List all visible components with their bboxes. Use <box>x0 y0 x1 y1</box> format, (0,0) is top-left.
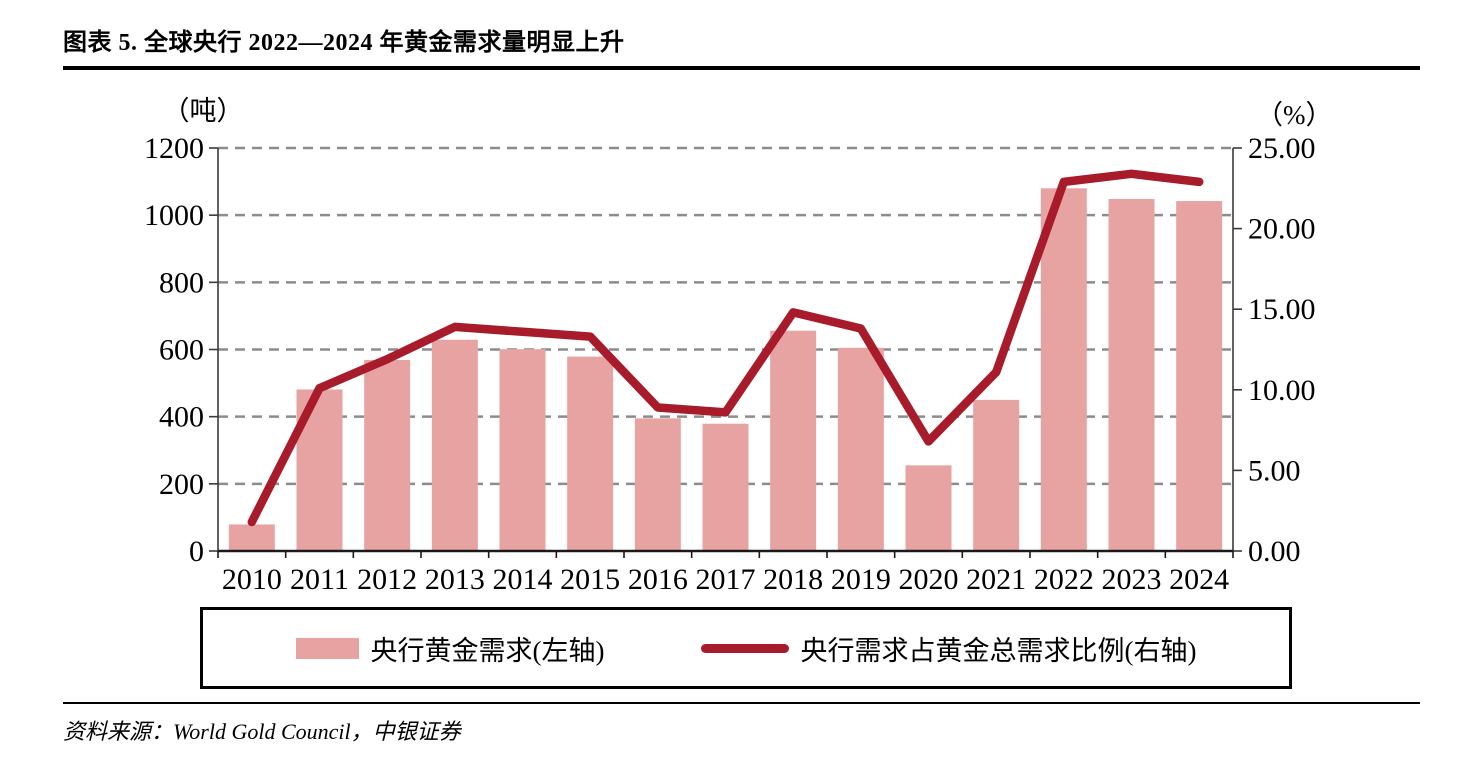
line-series-swatch <box>700 643 789 653</box>
x-label-2016: 2016 <box>628 563 688 595</box>
chart-header: 图表 5. 全球央行 2022—2024 年黄金需求量明显上升 <box>63 22 1420 70</box>
x-label-2013: 2013 <box>425 563 485 595</box>
x-label-2015: 2015 <box>560 563 620 595</box>
svg-text:5.00: 5.00 <box>1248 454 1301 487</box>
bar-2015 <box>567 356 614 551</box>
bar-2022 <box>1040 188 1087 552</box>
svg-text:25.00: 25.00 <box>1248 132 1316 165</box>
bar-series-swatch <box>295 637 359 659</box>
bar-2012 <box>364 359 411 551</box>
x-label-2020: 2020 <box>899 563 959 595</box>
bar-2020 <box>905 465 952 551</box>
svg-text:400: 400 <box>159 401 204 434</box>
left-axis: 0 200 400 600 800 1000 1200 （吨） <box>144 96 244 568</box>
x-label-2017: 2017 <box>696 563 756 595</box>
svg-text:1000: 1000 <box>144 199 204 232</box>
x-label-2024: 2024 <box>1169 563 1229 595</box>
x-label-2018: 2018 <box>763 563 823 595</box>
x-label-2014: 2014 <box>493 563 553 595</box>
svg-text:800: 800 <box>159 266 204 299</box>
svg-text:20.00: 20.00 <box>1248 213 1316 246</box>
bar-2017 <box>702 423 749 551</box>
bar-2021 <box>973 399 1020 551</box>
source-note: 资料来源：World Gold Council，中银证券 <box>63 719 461 744</box>
bar-2013 <box>431 339 478 551</box>
bar-2016 <box>634 418 681 551</box>
share-line <box>247 169 1204 527</box>
combo-chart: 0 200 400 600 800 1000 1200 （吨） 0.00 5.00 10.00 15.… <box>144 96 1333 596</box>
x-label-2012: 2012 <box>357 563 417 595</box>
chart-area: 0 200 400 600 800 1000 1200 （吨） 0.00 5.00 10.00 15.… <box>0 80 1482 596</box>
line-series-label: 央行需求占黄金总需求比例(右轴) <box>800 635 1197 666</box>
svg-text:0.00: 0.00 <box>1248 535 1301 568</box>
bar-2014 <box>499 349 546 551</box>
bar-2023 <box>1108 199 1155 551</box>
svg-text:1200: 1200 <box>144 132 204 165</box>
svg-text:0: 0 <box>189 535 204 568</box>
svg-text:（%）: （%） <box>1256 100 1333 130</box>
x-label-2011: 2011 <box>290 563 349 595</box>
bar-series-label: 央行黄金需求(左轴) <box>370 635 605 666</box>
x-label-2021: 2021 <box>966 563 1026 595</box>
demand-bars <box>228 188 1223 552</box>
bar-2010 <box>228 524 275 551</box>
svg-text:（吨）: （吨） <box>163 96 244 126</box>
chart-title: 图表 5. 全球央行 2022—2024 年黄金需求量明显上升 <box>63 30 625 56</box>
legend-item-line: 央行需求占黄金总需求比例(右轴) <box>700 629 1197 668</box>
x-axis: 2010 2011 2012 2013 2014 2015 2016 2017 2018 2019… <box>217 549 1234 596</box>
legend-item-bars: 央行黄金需求(左轴) <box>295 629 605 668</box>
svg-text:10.00: 10.00 <box>1248 374 1316 407</box>
svg-text:15.00: 15.00 <box>1248 293 1316 326</box>
x-label-2019: 2019 <box>831 563 891 595</box>
x-label-2023: 2023 <box>1102 563 1162 595</box>
legend: 央行黄金需求(左轴) 央行需求占黄金总需求比例(右轴) <box>200 607 1292 689</box>
x-label-2022: 2022 <box>1034 563 1094 595</box>
bar-2018 <box>770 330 817 551</box>
right-axis: 0.00 5.00 10.00 15.00 20.00 25.00（%） <box>1232 100 1333 568</box>
bar-2024 <box>1176 201 1223 551</box>
svg-text:600: 600 <box>159 334 204 367</box>
svg-text:200: 200 <box>159 468 204 501</box>
footer-divider <box>63 702 1420 704</box>
bar-2019 <box>837 347 884 551</box>
x-label-2010: 2010 <box>222 563 282 595</box>
